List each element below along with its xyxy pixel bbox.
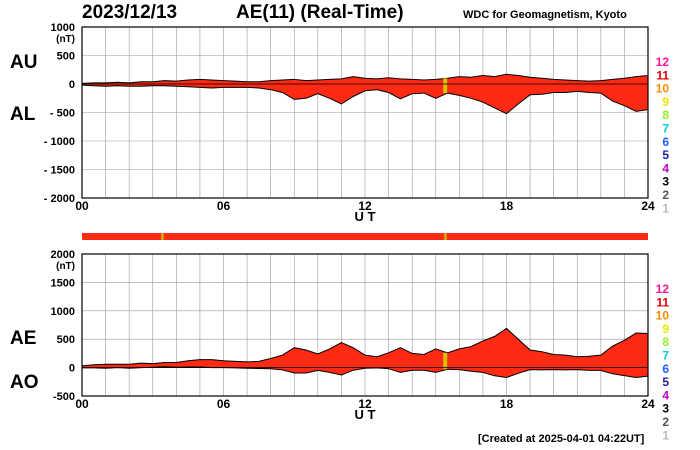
aeAo-station-12: 12 xyxy=(656,282,670,296)
aeAo-station-10: 10 xyxy=(656,309,670,323)
auAl-x-tick: 00 xyxy=(75,199,89,213)
auAl-station-10: 10 xyxy=(656,82,670,96)
aeAo-unit: (nT) xyxy=(56,261,75,272)
aeAo-station-4: 4 xyxy=(662,388,669,402)
aeAo-y-tick: 0 xyxy=(69,363,75,375)
status-band xyxy=(82,233,648,240)
auAl-station-4: 4 xyxy=(662,161,669,175)
aeAo-series-ae xyxy=(81,327,649,367)
auAl-y-tick: 0 xyxy=(69,79,75,91)
aeAo-highlight xyxy=(443,352,448,370)
auAl-frame xyxy=(81,26,649,199)
auAl-x-tick: 06 xyxy=(217,199,231,213)
aeAo-x-tick: 18 xyxy=(500,397,514,411)
aeAo-y-tick: -500 xyxy=(53,391,75,403)
data-source: WDC for Geomagnetism, Kyoto xyxy=(463,9,627,21)
aeAo-y-tick: 1000 xyxy=(51,306,75,318)
aeAo-x-tick: 00 xyxy=(75,397,89,411)
aeAo-frame xyxy=(81,253,649,397)
au-label: AU xyxy=(10,52,38,73)
auAl-station-6: 6 xyxy=(662,135,669,149)
auAl-station-8: 8 xyxy=(662,108,669,122)
aeAo-station-9: 9 xyxy=(662,322,669,336)
aeAo-x-tick: 06 xyxy=(217,397,231,411)
auAl-x-tick: 12 xyxy=(358,199,372,213)
aeAo-station-3: 3 xyxy=(662,402,669,416)
auAl-station-12: 12 xyxy=(656,55,670,69)
chart-title: AE(11) (Real-Time) xyxy=(236,2,404,23)
auAl-station-7: 7 xyxy=(662,122,669,136)
auAl-y-tick: - 1000 xyxy=(44,136,75,148)
auAl-x-tick: 18 xyxy=(500,199,514,213)
aeAo-y-tick: 2000 xyxy=(51,249,75,261)
auAl-station-3: 3 xyxy=(662,175,669,189)
aeAo-station-2: 2 xyxy=(662,415,669,429)
auAl-x-label: U T xyxy=(355,209,376,224)
status-band-mark xyxy=(161,233,164,240)
al-label: AL xyxy=(10,104,36,125)
auAl-station-2: 2 xyxy=(662,188,669,202)
aeAo-station-6: 6 xyxy=(662,362,669,376)
aeAo-x-tick: 12 xyxy=(358,397,372,411)
auAl-y-tick: - 2000 xyxy=(44,193,75,205)
auAl-station-1: 1 xyxy=(662,201,669,215)
auAl-unit: (nT) xyxy=(56,34,75,45)
aeAo-x-label: U T xyxy=(355,407,376,422)
auAl-y-tick: - 1500 xyxy=(44,165,75,177)
auAl-station-5: 5 xyxy=(662,148,669,162)
auAl-y-tick: - 500 xyxy=(50,108,75,120)
auAl-station-11: 11 xyxy=(656,68,669,82)
auAl-y-tick: 1000 xyxy=(51,22,75,34)
auAl-station-9: 9 xyxy=(662,95,669,109)
created-timestamp: [Created at 2025-04-01 04:22UT] xyxy=(478,433,645,445)
auAl-y-tick: 500 xyxy=(57,51,75,63)
aeAo-station-7: 7 xyxy=(662,349,669,363)
aeAo-station-1: 1 xyxy=(662,428,669,442)
auAl-series-au xyxy=(81,73,649,84)
aeAo-station-5: 5 xyxy=(662,375,669,389)
aeAo-y-tick: 500 xyxy=(57,334,75,346)
aeAo-y-tick: 1500 xyxy=(51,277,75,289)
ae-label: AE xyxy=(10,328,37,349)
aeAo-fill xyxy=(82,328,648,378)
aeAo-station-11: 11 xyxy=(656,295,669,309)
auAl-x-tick: 24 xyxy=(641,199,655,213)
chart-date: 2023/12/13 xyxy=(82,2,178,23)
auAl-highlight xyxy=(443,78,448,94)
auAl-series-al xyxy=(81,84,649,115)
ao-label: AO xyxy=(10,372,39,393)
aeAo-x-tick: 24 xyxy=(641,397,655,411)
status-band-mark xyxy=(444,233,447,240)
aeAo-station-8: 8 xyxy=(662,335,669,349)
